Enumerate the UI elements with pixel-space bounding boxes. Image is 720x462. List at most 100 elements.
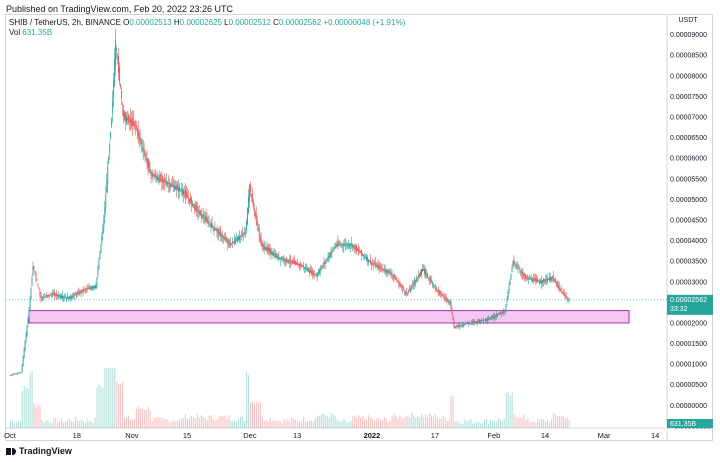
volume-bar	[141, 408, 143, 428]
candle-body	[264, 246, 266, 250]
candle-body	[184, 192, 185, 194]
volume-bar	[17, 421, 19, 428]
candle-body	[359, 251, 361, 253]
candle-body	[189, 197, 191, 203]
candle-body	[433, 285, 435, 287]
volume-bar	[157, 416, 159, 428]
volume-bar	[507, 392, 509, 428]
volume-bar	[340, 422, 342, 428]
volume-bar	[238, 418, 240, 428]
candle-body	[243, 233, 244, 235]
candle-body	[296, 261, 298, 265]
candle-body	[398, 280, 400, 285]
volume-bar	[43, 422, 45, 428]
candle-body	[116, 48, 118, 51]
volume-bar	[324, 415, 326, 428]
volume-bar	[385, 418, 387, 428]
volume-bar	[82, 420, 84, 428]
volume-bar	[562, 416, 564, 428]
candle-body	[402, 286, 404, 290]
candle-body	[322, 264, 324, 267]
candle-body	[245, 231, 246, 234]
candle-body	[186, 196, 188, 198]
volume-bar	[409, 418, 411, 428]
volume-bar	[297, 421, 299, 428]
candle-body	[191, 202, 193, 207]
candle-body	[28, 310, 30, 319]
price-axis-label: 0.00008500	[670, 53, 707, 60]
candle-body	[187, 197, 189, 199]
candle-body	[500, 312, 502, 315]
candle-body	[125, 112, 126, 122]
volume-bar	[312, 422, 314, 428]
price-axis-label: 0.00001000	[670, 362, 707, 369]
candle-body	[540, 280, 542, 284]
candle-body	[23, 348, 25, 358]
candle-body	[220, 231, 222, 237]
candle-body	[374, 262, 376, 267]
volume-bar	[338, 420, 340, 428]
time-axis-label: Dec	[243, 431, 257, 440]
volume-bar	[432, 416, 434, 428]
candle-body	[11, 374, 13, 376]
candle-body	[275, 253, 277, 258]
chart-frame[interactable]	[5, 14, 713, 441]
candle-body	[484, 319, 485, 321]
candle-body	[173, 184, 175, 188]
volume-bar	[147, 407, 149, 428]
volume-bar	[257, 402, 259, 428]
candle-body	[343, 243, 345, 248]
candle-body	[412, 284, 414, 286]
candle-body	[430, 280, 432, 283]
candle-body	[259, 236, 261, 240]
candle-body	[188, 198, 190, 203]
candle-body	[429, 277, 431, 282]
volume-bar	[259, 402, 261, 428]
support-zone-rect[interactable]	[28, 310, 630, 324]
volume-bar	[63, 422, 65, 428]
candle-body	[12, 374, 14, 375]
volume-bar	[204, 417, 206, 428]
volume-bar	[332, 414, 334, 428]
volume-bar	[283, 418, 285, 428]
current-price-badge[interactable]	[667, 294, 713, 315]
candle-body	[366, 257, 367, 261]
candle-body	[553, 278, 555, 281]
candle-body	[99, 254, 101, 259]
candle-body	[381, 268, 383, 269]
volume-bar	[96, 387, 98, 428]
tradingview-logo[interactable]: TradingView	[6, 446, 72, 456]
candle-body	[62, 295, 63, 299]
candle-body	[212, 226, 214, 228]
volume-bar	[131, 419, 134, 428]
candle-body	[268, 247, 270, 253]
candle-body	[414, 280, 416, 286]
candle-body	[397, 281, 399, 283]
volume-bar	[74, 416, 76, 428]
volume-bar	[472, 423, 474, 428]
volume-bar	[27, 388, 29, 428]
candle-body	[131, 117, 133, 126]
volume-bar	[397, 418, 399, 428]
candle-body	[541, 280, 542, 285]
candle-body	[190, 197, 192, 205]
candle-body	[325, 260, 327, 262]
candle-body	[183, 190, 184, 196]
volume-bar	[206, 419, 208, 428]
candle-body	[439, 290, 441, 295]
candle-body	[502, 310, 504, 314]
candle-body	[216, 229, 218, 232]
candle-body	[318, 270, 320, 274]
candle-body	[347, 244, 349, 246]
volume-bar	[116, 381, 118, 428]
candle-body	[255, 213, 257, 222]
candle-body	[121, 90, 122, 98]
candle-body	[293, 261, 295, 264]
candle-body	[539, 280, 541, 284]
candle-body	[354, 244, 356, 249]
candle-body	[333, 247, 335, 250]
volume-bar	[383, 417, 385, 428]
candle-body	[242, 233, 243, 236]
symbol-name[interactable]: SHIB / TetherUS, 2h, BINANCE	[9, 18, 121, 27]
